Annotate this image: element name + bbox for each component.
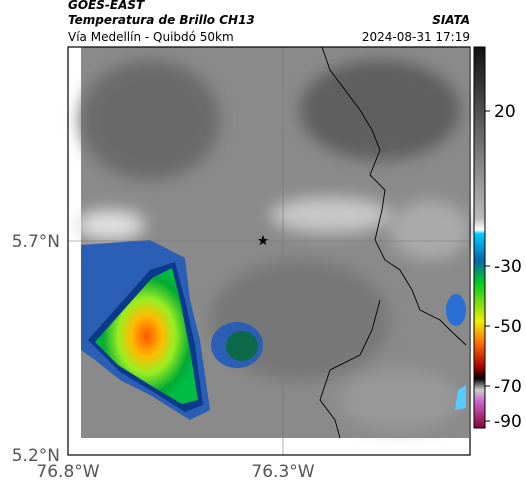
satellite-image: [75, 47, 470, 438]
colorbar: [473, 46, 486, 429]
source: SIATA: [432, 13, 470, 27]
timestamp: 2024-08-31 17:19: [362, 30, 470, 44]
x-tick-label: 76.8°W: [36, 462, 99, 482]
title: GOES-EAST: [68, 0, 145, 12]
colorbar-ticks: 20 -30 -50 -70 -90: [485, 102, 522, 432]
map-frame: [67, 46, 471, 456]
colorbar-label: -70: [494, 377, 522, 397]
colorbar-label: 20: [494, 102, 516, 122]
colorbar-label: -30: [494, 257, 522, 277]
colorbar-label: -50: [494, 317, 522, 337]
subtitle: Temperatura de Brillo CH13: [68, 13, 255, 27]
coastline: [319, 46, 467, 439]
location: Vía Medellín - Quibdó 50km: [68, 30, 234, 44]
y-tick-label: 5.7°N: [12, 232, 60, 252]
x-tick-label: 76.3°W: [251, 462, 314, 482]
colorbar-label: -90: [494, 412, 522, 432]
y-tick-label: 5.2°N: [12, 446, 60, 466]
location-marker: [258, 235, 268, 245]
